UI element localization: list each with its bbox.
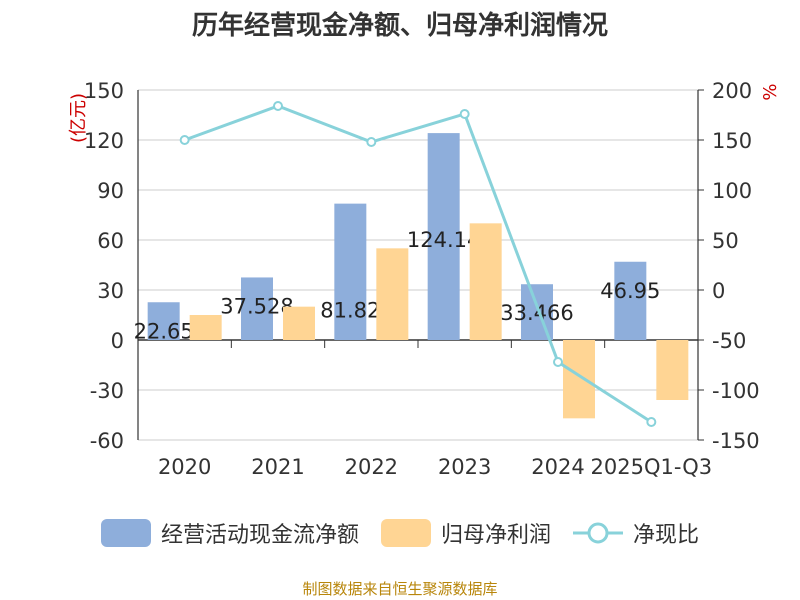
x-tick-label: 2020: [158, 455, 211, 479]
y-right-tick-label: -150: [712, 429, 760, 453]
y-right-tick-label: 200: [712, 79, 752, 103]
legend-item-ratio[interactable]: 净现比: [573, 517, 699, 549]
cashflow-data-label: 124.14: [407, 228, 480, 252]
ratio-point-2023: [459, 109, 470, 119]
ratio-point-2024: [553, 357, 563, 367]
x-tick-label: 2021: [251, 455, 304, 479]
net-profit-bar-2024: [563, 340, 595, 419]
cashflow-data-label: 46.95: [600, 279, 660, 303]
y-left-tick-label: 30: [97, 279, 124, 303]
cashflow-data-label: 22.65: [134, 319, 194, 343]
legend-label-net-profit: 归母净利润: [440, 523, 551, 548]
cashflow-data-label: 81.82: [320, 299, 380, 323]
legend-label-cashflow: 经营活动现金流净额: [160, 523, 359, 548]
net-profit-bar-2021: [283, 306, 315, 340]
cashflow-bar-2020: [147, 302, 180, 340]
ratio-line: [184, 104, 653, 424]
y-left-tick-label: -60: [90, 429, 124, 453]
y-right-tick-label: 150: [712, 129, 752, 153]
x-tick-label: 2024: [531, 455, 584, 479]
legend-swatch-net-profit: [380, 519, 431, 547]
chart-title: 历年经营现金净额、归母净利润情况: [191, 11, 608, 41]
y-right-tick-label: 50: [712, 229, 739, 253]
cashflow-bar-2022: [334, 203, 367, 340]
legend: 经营活动现金流净额 归母净利润 净现比: [0, 517, 800, 549]
net-profit-bar-2022: [376, 248, 409, 340]
cashflow-bar-2021: [241, 277, 273, 340]
y-left-tick-label: 60: [97, 229, 124, 253]
legend-swatch-ratio: [573, 522, 623, 544]
y-left-tick-label: 0: [111, 329, 124, 353]
legend-item-net-profit[interactable]: 归母净利润: [380, 517, 551, 549]
x-tick-label: 2025Q1-Q3: [591, 455, 713, 479]
y-right-tick-label: -50: [712, 329, 746, 353]
x-tick-label: 2023: [438, 455, 491, 479]
y-left-tick-label: 90: [97, 179, 124, 203]
y-left-tick-label: 150: [84, 79, 124, 103]
source-footer: 制图数据来自恒生聚源数据库: [302, 580, 498, 598]
net-profit-bar-2023: [469, 223, 502, 340]
ratio-point-2022: [366, 137, 377, 147]
y-left-tick-label: -30: [90, 379, 124, 403]
y-right-tick-label: -100: [712, 379, 760, 403]
x-tick-label: 2022: [345, 455, 398, 479]
y-right-tick-label: 0: [712, 279, 725, 303]
ratio-point-2020: [179, 135, 190, 145]
y-left-tick-label: 120: [84, 129, 124, 153]
cashflow-bar-2025Q1-Q3: [614, 261, 647, 340]
legend-label-ratio: 净现比: [633, 523, 700, 548]
ratio-point-2021: [273, 101, 283, 111]
y-left-unit-label: (亿元): [68, 93, 89, 143]
y-right-tick-label: 100: [712, 179, 752, 203]
cashflow-data-label: 37.528: [220, 294, 293, 318]
y-right-unit-label: %: [760, 83, 781, 100]
legend-item-cashflow[interactable]: 经营活动现金流净额: [100, 517, 359, 549]
net-profit-bar-2025Q1-Q3: [656, 340, 689, 400]
ratio-point-2025Q1-Q3: [646, 417, 657, 427]
net-profit-bar-2020: [189, 315, 222, 340]
cashflow-bar-2023: [427, 133, 460, 340]
legend-swatch-cashflow: [100, 519, 151, 547]
